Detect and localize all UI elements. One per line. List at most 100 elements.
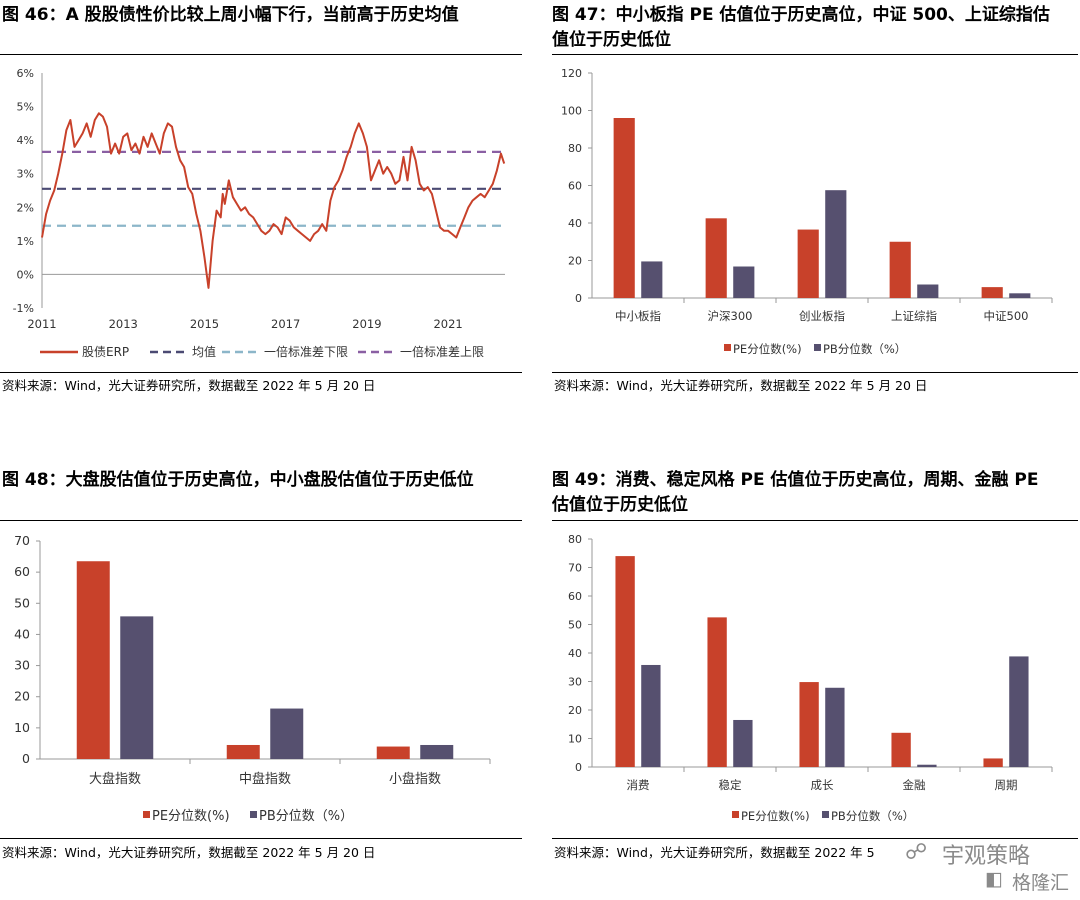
figure-47-source: 资料来源：Wind，光大证券研究所，数据截至 2022 年 5 月 20 日: [554, 378, 928, 393]
figure-49-bottom-rule: [552, 838, 1078, 839]
bar-pb: [733, 266, 755, 298]
bar-pb: [1009, 293, 1031, 298]
bar-pb: [120, 616, 154, 759]
category-label: 创业板指: [799, 309, 845, 323]
y-tick-label: 4%: [17, 134, 34, 147]
cap-valuation-bar-chart: 0 10 20 30 40 50 60 70 大盘指数 中盘指数 小盘指数 PE分位数(%) PB分位数…: [14, 533, 491, 824]
category-label: 中证500: [984, 309, 1029, 323]
y-tick-label: 100: [561, 105, 582, 118]
category-label: 稳定: [719, 778, 742, 792]
y-tick-label: 20: [14, 689, 30, 704]
y-tick-label: 0: [22, 751, 30, 766]
legend-label: 股债ERP: [82, 345, 129, 359]
bar-pe: [226, 744, 260, 759]
y-tick-label: 30: [14, 658, 30, 673]
bar-pe: [376, 746, 410, 759]
y-tick-label: 5%: [17, 101, 34, 114]
brand-logo-icon: ◧: [985, 868, 1003, 890]
bar-pb: [825, 687, 845, 767]
figure-46-source: 资料来源：Wind，光大证券研究所，数据截至 2022 年 5 月 20 日: [2, 378, 376, 393]
x-tick-label: 2011: [27, 317, 56, 331]
bar-pe: [76, 561, 110, 759]
category-label: 周期: [995, 778, 1018, 792]
legend-swatch: [143, 811, 150, 818]
wechat-icon: ☍: [905, 840, 928, 865]
category-label: 金融: [903, 778, 926, 792]
bar-pe: [797, 229, 819, 298]
y-tick-label: 6%: [17, 67, 34, 80]
bar-pe: [983, 758, 1003, 767]
legend-swatch: [822, 811, 829, 818]
figure-47-title-line2: 值位于历史低位: [552, 30, 671, 50]
legend-label: PB分位数（%）: [823, 342, 906, 356]
figure-48-title-rule: [0, 520, 522, 521]
watermark-logo-text: 格隆汇: [1012, 872, 1070, 894]
y-tick-label: 30: [568, 676, 582, 689]
figure-49-title-line2: 估值位于历史低位: [552, 495, 688, 515]
bar-pe: [889, 241, 911, 298]
y-tick-label: 60: [14, 564, 30, 579]
bar-pb: [420, 744, 454, 759]
y-tick-label: 70: [14, 533, 30, 548]
bar-pe: [981, 287, 1003, 298]
style-valuation-bar-chart: 0 10 20 30 40 50 60 70 80 消费 稳定 成长 金融 周期 PE分位数(%) PB分位数…: [568, 533, 1053, 823]
figure-47-title-line1: 图 47：中小板指 PE 估值位于历史高位，中证 500、上证综指估: [552, 5, 1050, 25]
category-label: 上证综指: [891, 309, 937, 323]
bar-pe: [615, 556, 635, 767]
figure-48-title: 图 48：大盘股估值位于历史高位，中小盘股估值位于历史低位: [2, 470, 474, 490]
y-tick-label: 80: [568, 142, 582, 155]
figure-48-source: 资料来源：Wind，光大证券研究所，数据截至 2022 年 5 月 20 日: [2, 845, 376, 860]
category-label: 中盘指数: [239, 771, 291, 787]
bar-pb: [1009, 656, 1029, 767]
y-tick-label: -1%: [13, 302, 34, 315]
legend-label: 均值: [192, 344, 216, 359]
category-label: 成长: [811, 778, 834, 792]
category-label: 中小板指: [615, 309, 661, 323]
figure-46-bottom-rule: [0, 372, 522, 373]
bar-pb: [733, 719, 753, 767]
y-tick-label: 10: [568, 733, 582, 746]
bar-pe: [707, 617, 727, 767]
y-tick-label: 10: [14, 720, 30, 735]
y-tick-label: 40: [568, 647, 582, 660]
y-tick-label: 3%: [17, 168, 34, 181]
x-tick-label: 2019: [352, 317, 381, 331]
y-tick-label: 20: [568, 704, 582, 717]
y-tick-label: 70: [568, 562, 582, 575]
figure-46-title-rule: [0, 54, 522, 55]
erp-line-chart: -1% 0% 1% 2% 3% 4% 5% 6% 2011 2013 2015 2017 2019 202…: [13, 67, 506, 359]
figure-49-title-rule: [552, 520, 1078, 521]
figure-46-title: 图 46：A 股股债性价比较上周小幅下行，当前高于历史均值: [2, 5, 459, 25]
legend-label: PE分位数(%): [152, 809, 230, 824]
y-tick-label: 40: [568, 217, 582, 230]
legend-label: PB分位数（%）: [831, 809, 914, 823]
y-tick-label: 1%: [17, 235, 34, 248]
y-tick-label: 60: [568, 180, 582, 193]
category-label: 沪深300: [708, 309, 753, 323]
y-tick-label: 0: [575, 292, 582, 305]
bar-pb: [270, 708, 304, 759]
figure-48-bottom-rule: [0, 838, 522, 839]
legend-swatch: [250, 811, 257, 818]
x-tick-label: 2017: [271, 317, 300, 331]
index-valuation-bar-chart: 0 20 40 60 80 100 120 中小板指 沪深300 创业板指 上证综指 中证500 PE分…: [561, 67, 1053, 356]
bar-pb: [917, 284, 939, 298]
y-tick-label: 2%: [17, 201, 34, 214]
watermark-text: 宇观策略: [942, 844, 1031, 869]
y-tick-label: 80: [568, 533, 582, 546]
bar-pe: [799, 682, 819, 767]
y-tick-label: 20: [568, 255, 582, 268]
y-tick-label: 60: [568, 590, 582, 603]
bar-pb: [917, 764, 937, 767]
y-tick-label: 50: [14, 595, 30, 610]
bar-pe: [705, 218, 727, 298]
legend-label: PE分位数(%): [741, 809, 810, 823]
x-tick-label: 2015: [190, 317, 219, 331]
category-label: 消费: [627, 778, 650, 792]
category-label: 大盘指数: [89, 771, 141, 787]
legend-swatch: [732, 811, 739, 818]
x-tick-label: 2021: [433, 317, 462, 331]
y-tick-label: 120: [561, 67, 582, 80]
legend-label: PE分位数(%): [733, 342, 802, 356]
figure-49-source: 资料来源：Wind，光大证券研究所，数据截至 2022 年 5: [554, 845, 875, 860]
